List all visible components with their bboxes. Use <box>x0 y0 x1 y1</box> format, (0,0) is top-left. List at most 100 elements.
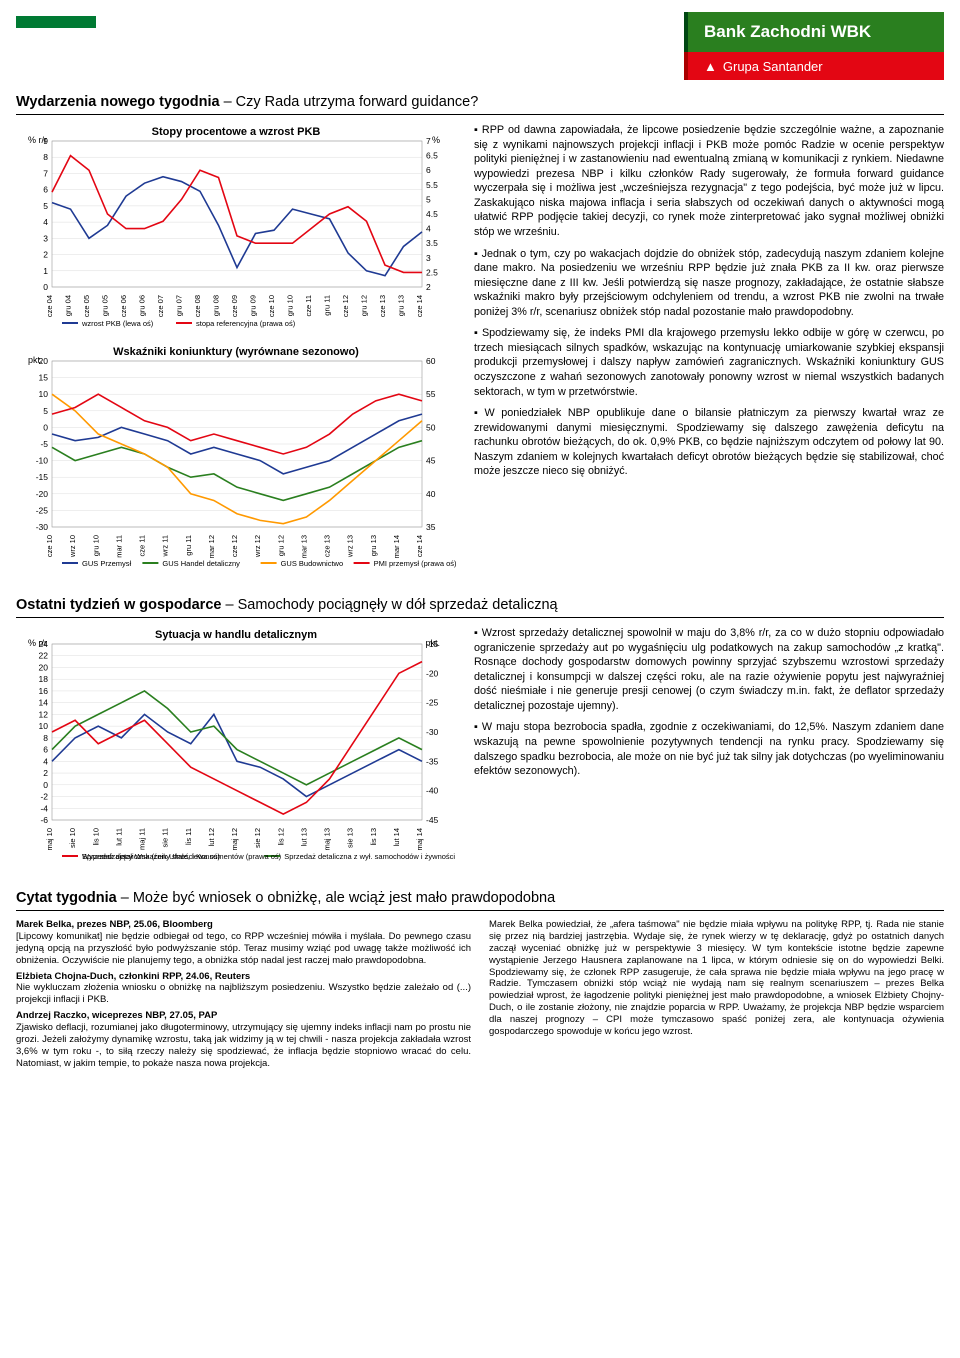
section2-title: Ostatni tydzień w gospodarce – Samochody… <box>16 597 944 613</box>
svg-text:gru 06: gru 06 <box>138 295 147 316</box>
svg-text:sie 13: sie 13 <box>346 828 355 848</box>
section1-text: RPP od dawna zapowiadała, że lipcowe pos… <box>474 123 944 583</box>
svg-text:-35: -35 <box>426 756 439 766</box>
svg-text:maj 14: maj 14 <box>415 828 424 851</box>
svg-text:20: 20 <box>39 356 49 366</box>
svg-text:sie 12: sie 12 <box>253 828 262 848</box>
svg-text:4.5: 4.5 <box>426 209 438 219</box>
svg-text:gru 11: gru 11 <box>323 295 332 316</box>
svg-text:4: 4 <box>43 217 48 227</box>
svg-text:4: 4 <box>426 224 431 234</box>
svg-text:24: 24 <box>39 639 49 649</box>
santander-icon: ▲ <box>704 59 717 74</box>
svg-text:50: 50 <box>426 422 436 432</box>
svg-text:3.5: 3.5 <box>426 238 438 248</box>
svg-text:gru 04: gru 04 <box>64 295 73 316</box>
svg-text:-20: -20 <box>426 668 439 678</box>
svg-text:cze 09: cze 09 <box>230 295 239 317</box>
section1-title: Wydarzenia nowego tygodnia – Czy Rada ut… <box>16 94 944 110</box>
brand-logo: Bank Zachodni WBK <box>684 12 944 52</box>
svg-text:16: 16 <box>39 686 49 696</box>
svg-text:18: 18 <box>39 674 49 684</box>
svg-text:5: 5 <box>426 194 431 204</box>
section2-text: Wzrost sprzedaży detalicznej spowolnił w… <box>474 626 944 876</box>
svg-text:35: 35 <box>426 522 436 532</box>
svg-text:0: 0 <box>43 422 48 432</box>
brand-group: ▲ Grupa Santander <box>684 52 944 80</box>
svg-text:-5: -5 <box>40 439 48 449</box>
svg-text:lis 12: lis 12 <box>276 828 285 846</box>
svg-text:22: 22 <box>39 651 49 661</box>
svg-text:0: 0 <box>43 780 48 790</box>
svg-text:cze 10: cze 10 <box>45 535 54 557</box>
section1-charts: Stopy procentowe a wzrost PKB% r/r%01234… <box>16 123 456 583</box>
svg-text:wzrost PKB (lewa oś): wzrost PKB (lewa oś) <box>81 319 154 328</box>
svg-text:-25: -25 <box>36 505 49 515</box>
svg-text:gru 09: gru 09 <box>249 295 258 316</box>
svg-text:cze 13: cze 13 <box>323 535 332 557</box>
svg-text:gru 10: gru 10 <box>286 295 295 316</box>
svg-text:-30: -30 <box>426 727 439 737</box>
svg-text:-15: -15 <box>426 639 439 649</box>
svg-text:cze 12: cze 12 <box>230 535 239 557</box>
svg-text:lut 12: lut 12 <box>207 828 216 846</box>
svg-text:12: 12 <box>39 709 49 719</box>
svg-text:gru 10: gru 10 <box>91 535 100 556</box>
chart1-rates-gdp: Stopy procentowe a wzrost PKB% r/r%01234… <box>16 123 456 333</box>
svg-text:7: 7 <box>426 136 431 146</box>
svg-text:Stopy procentowe a wzrost PKB: Stopy procentowe a wzrost PKB <box>152 126 321 138</box>
svg-text:cze 10: cze 10 <box>267 295 276 317</box>
svg-text:cze 14: cze 14 <box>415 295 424 317</box>
svg-text:wrz 12: wrz 12 <box>253 535 262 558</box>
svg-text:40: 40 <box>426 489 436 499</box>
svg-text:wrz 10: wrz 10 <box>68 535 77 558</box>
svg-text:3: 3 <box>43 233 48 243</box>
svg-text:mar 13: mar 13 <box>299 535 308 558</box>
svg-text:mar 11: mar 11 <box>114 535 123 558</box>
svg-text:-4: -4 <box>40 803 48 813</box>
divider <box>16 910 944 911</box>
svg-text:6: 6 <box>43 185 48 195</box>
svg-text:10: 10 <box>39 721 49 731</box>
svg-text:8: 8 <box>43 733 48 743</box>
svg-text:-45: -45 <box>426 815 439 825</box>
section3-title: Cytat tygodnia – Może być wniosek o obni… <box>16 890 944 906</box>
svg-text:%: % <box>432 135 440 145</box>
chart3-retail: Sytuacja w handlu detalicznym% r/rpkt.-6… <box>16 626 456 866</box>
svg-text:-2: -2 <box>40 792 48 802</box>
svg-text:sie 11: sie 11 <box>161 828 170 847</box>
svg-text:lis 10: lis 10 <box>91 828 100 846</box>
svg-text:gru 12: gru 12 <box>360 295 369 316</box>
svg-text:-30: -30 <box>36 522 49 532</box>
svg-text:GUS Budownictwo: GUS Budownictwo <box>281 559 344 568</box>
svg-text:0: 0 <box>43 282 48 292</box>
svg-text:1: 1 <box>43 266 48 276</box>
svg-text:gru 12: gru 12 <box>276 535 285 556</box>
accent-bar <box>16 16 96 28</box>
svg-text:GUS Handel detaliczny: GUS Handel detaliczny <box>162 559 240 568</box>
svg-text:cze 14: cze 14 <box>415 535 424 557</box>
svg-text:8: 8 <box>43 152 48 162</box>
svg-text:20: 20 <box>39 662 49 672</box>
section2-chart: Sytuacja w handlu detalicznym% r/rpkt.-6… <box>16 626 456 876</box>
page-header: Bank Zachodni WBK ▲ Grupa Santander <box>16 16 944 76</box>
svg-text:Wyprzedzający Wskaźnik Ufności: Wyprzedzający Wskaźnik Ufności Konsument… <box>82 852 282 861</box>
svg-text:Wskaźniki koniunktury (wyrówna: Wskaźniki koniunktury (wyrównane sezonow… <box>113 346 359 358</box>
svg-text:gru 08: gru 08 <box>212 295 221 316</box>
svg-text:2: 2 <box>43 768 48 778</box>
svg-text:Sytuacja w handlu detalicznym: Sytuacja w handlu detalicznym <box>155 629 317 641</box>
divider <box>16 114 944 115</box>
svg-text:gru 07: gru 07 <box>175 295 184 316</box>
svg-text:gru 13: gru 13 <box>397 295 406 316</box>
svg-text:-25: -25 <box>426 698 439 708</box>
svg-text:9: 9 <box>43 136 48 146</box>
svg-text:-10: -10 <box>36 456 49 466</box>
svg-text:cze 07: cze 07 <box>156 295 165 317</box>
svg-text:60: 60 <box>426 356 436 366</box>
svg-text:-6: -6 <box>40 815 48 825</box>
svg-text:-20: -20 <box>36 489 49 499</box>
svg-text:3: 3 <box>426 253 431 263</box>
svg-text:5.5: 5.5 <box>426 180 438 190</box>
svg-text:2.5: 2.5 <box>426 267 438 277</box>
svg-text:PMI przemysł (prawa oś): PMI przemysł (prawa oś) <box>374 559 456 568</box>
